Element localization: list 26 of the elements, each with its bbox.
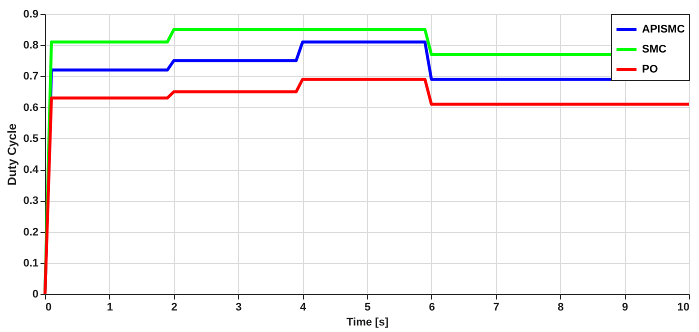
- legend-label: PO: [642, 64, 658, 76]
- y-tick-label: 0.1: [23, 257, 38, 270]
- y-tick-label: 0.9: [23, 8, 38, 20]
- x-tick-label: 3: [236, 302, 242, 314]
- y-tick-label: 0.3: [23, 195, 38, 208]
- x-tick-label: 9: [622, 302, 628, 314]
- y-tick-label: 0.5: [23, 132, 38, 145]
- x-axis-title: Time [s]: [346, 316, 389, 328]
- y-tick-label: 0.4: [23, 164, 40, 176]
- legend-label: SMC: [642, 44, 666, 56]
- x-tick-label: 7: [493, 302, 500, 314]
- y-tick-label: 0.7: [23, 70, 38, 83]
- x-tick-label: 2: [171, 302, 178, 314]
- x-tick-label: 0: [46, 302, 52, 314]
- y-tick-label: 0.2: [23, 226, 38, 238]
- x-tick-label: 4: [300, 302, 308, 314]
- y-tick-label: 0: [32, 288, 38, 300]
- x-tick-label: 5: [364, 302, 371, 314]
- x-tick-label: 8: [558, 302, 564, 314]
- y-tick-label: 0.6: [23, 102, 38, 114]
- legend-label: APISMC: [642, 24, 685, 36]
- y-axis-title: Duty Cycle: [5, 123, 20, 186]
- y-tick-label: 0.8: [23, 40, 38, 52]
- x-tick-label: 1: [106, 302, 113, 314]
- x-tick-label: 6: [428, 302, 435, 314]
- x-tick-label: 10: [677, 302, 690, 314]
